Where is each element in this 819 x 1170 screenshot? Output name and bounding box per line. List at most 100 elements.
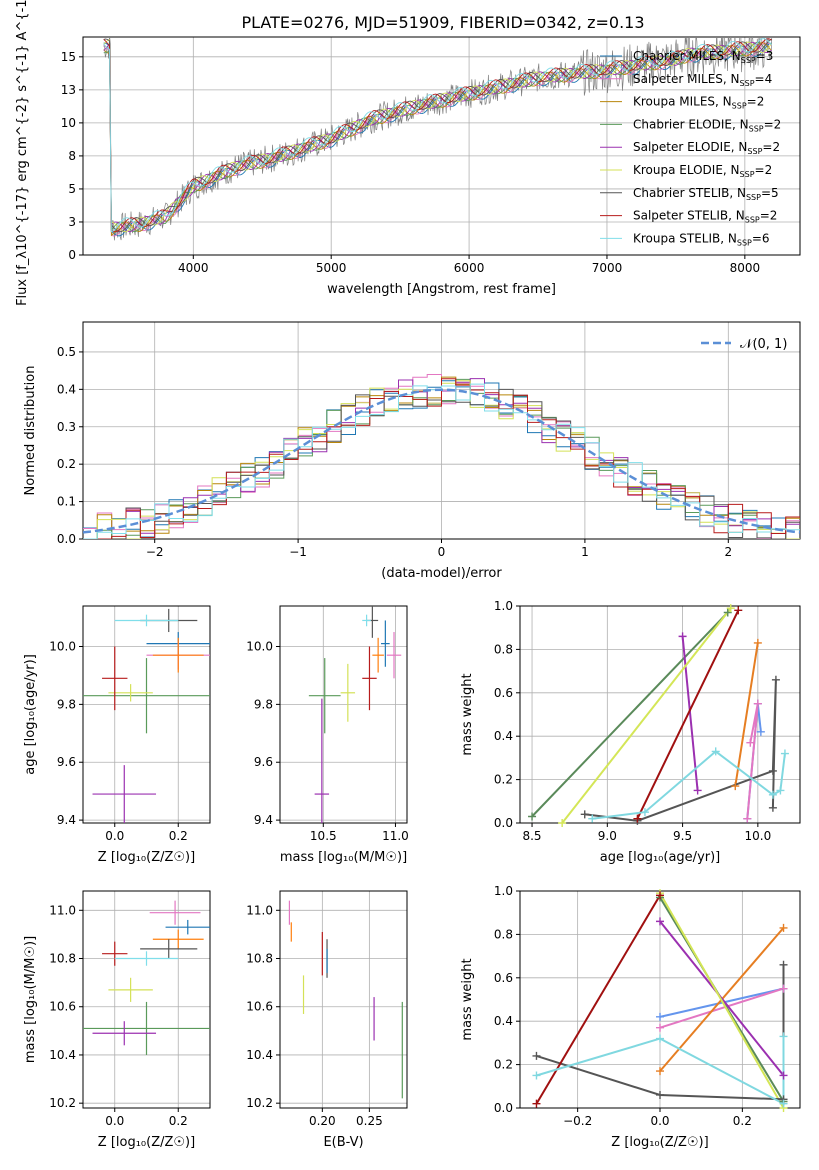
weight-marker	[771, 675, 780, 684]
mass-vs-Z-frame	[82, 890, 211, 1109]
weight-marker	[678, 632, 687, 641]
weight-marker	[779, 1099, 788, 1108]
legend-entry: Chabrier MILES, NSSP=3	[633, 49, 773, 65]
y-tick-label: 10.6	[49, 1000, 76, 1014]
x-axis-label: E(B-V)	[323, 1135, 363, 1150]
y-axis-label: mass [log₁₀(M/M☉)]	[23, 936, 38, 1063]
x-tick-label: −2	[146, 545, 164, 559]
spectrum-frame	[82, 36, 801, 256]
y-tick-label: 10.4	[49, 1048, 76, 1062]
x-tick-label: 0.25	[356, 1114, 383, 1128]
x-tick-label: 5000	[316, 261, 347, 275]
model-line	[103, 41, 772, 233]
weight-line	[659, 987, 784, 1018]
weight-marker	[743, 814, 752, 823]
x-axis-label: wavelength [Angstrom, rest frame]	[327, 282, 556, 297]
errorbar-point	[372, 637, 384, 673]
mass-weight-vs-Z-plot	[535, 892, 785, 1108]
weight-line	[584, 679, 777, 822]
y-tick-label: 8	[68, 149, 76, 163]
weight-line	[536, 1036, 785, 1106]
weight-line	[592, 750, 786, 820]
y-tick-label: 9.4	[57, 813, 76, 827]
legend-entry: Salpeter ELODIE, NSSP=2	[633, 140, 780, 156]
weight-marker	[734, 606, 743, 615]
y-tick-label: 1.0	[494, 599, 513, 613]
model-line	[103, 38, 772, 233]
y-tick-label: 10.8	[246, 952, 273, 966]
x-tick-label: 0.2	[733, 1114, 752, 1128]
legend-subscript: SSP	[737, 238, 752, 247]
model-line	[103, 38, 772, 233]
x-tick-label: 0.0	[105, 829, 124, 843]
errorbar-point	[362, 646, 377, 711]
legend-value: =2	[760, 209, 778, 223]
legend-value: =2	[755, 163, 773, 177]
legend-entry: 𝒩(0, 1)	[740, 337, 787, 352]
y-tick-label: 11.0	[246, 903, 273, 917]
weight-marker	[532, 1099, 541, 1108]
y-axis-label: Normed distribution	[23, 366, 38, 496]
age-vs-mass-axes: 10.5 11.0 9.4 9.6 9.8 10.0 mass [log₁₀(M/M☉)]	[246, 605, 409, 865]
legend-subscript: SSP	[740, 170, 755, 179]
y-tick-label: 15	[61, 50, 76, 64]
y-tick-label: 0.0	[494, 1101, 513, 1115]
y-tick-label: 0.6	[494, 686, 513, 700]
y-axis-label: age [log₁₀(age/yr)]	[23, 654, 38, 775]
y-tick-label: 0.4	[494, 729, 513, 743]
weight-line	[536, 964, 785, 1101]
y-tick-label: 0.3	[57, 420, 76, 434]
spectrum-plot	[103, 37, 773, 241]
weight-marker	[693, 786, 702, 795]
age-vs-Z-frame	[82, 605, 211, 824]
y-tick-label: 9.6	[254, 755, 273, 769]
mass-vs-Z-grid	[83, 891, 210, 1108]
weight-marker	[588, 814, 597, 823]
weight-line	[535, 894, 661, 1105]
weight-marker	[633, 814, 642, 823]
x-tick-label: −0.2	[563, 1114, 592, 1128]
x-tick-label: 10.5	[310, 829, 337, 843]
model-line	[103, 42, 772, 237]
weight-marker	[726, 604, 735, 613]
errorbar-point	[386, 632, 402, 679]
errorbar-point	[102, 646, 128, 711]
mass-vs-Z-axes: 0.0 0.2 10.2 10.4 10.6 10.8 11.0 Z [log₁₀(Z/Z☉)…	[23, 890, 211, 1150]
y-tick-label: 10.4	[246, 1048, 273, 1062]
errorbar-point	[114, 614, 179, 627]
weight-line	[636, 609, 740, 820]
legend-value: =2	[747, 95, 765, 109]
legend-subscript: SSP	[746, 193, 761, 202]
legend-value: =3	[756, 49, 774, 63]
errorbar-point	[92, 765, 157, 823]
y-tick-label: 9.4	[254, 813, 273, 827]
mass-vs-ebv-plot	[288, 900, 403, 1099]
x-tick-label: 1	[581, 545, 589, 559]
weight-marker	[746, 738, 755, 747]
x-tick-label: −1	[289, 545, 307, 559]
weight-marker	[711, 747, 720, 756]
x-tick-label: 8000	[730, 261, 761, 275]
y-tick-label: 0.0	[494, 816, 513, 830]
legend-value: =5	[761, 186, 779, 200]
x-tick-label: 9.0	[598, 829, 617, 843]
weight-marker	[528, 812, 537, 821]
weight-marker	[756, 727, 765, 736]
weight-marker	[731, 782, 740, 791]
errorbar-point	[308, 658, 341, 734]
y-tick-label: 10.0	[246, 640, 273, 654]
y-tick-label: 0.2	[57, 457, 76, 471]
y-tick-label: 0.6	[494, 971, 513, 985]
weight-marker	[656, 1090, 664, 1099]
legend-entry: Kroupa ELODIE, NSSP=2	[633, 163, 772, 179]
errorbar-point	[314, 698, 330, 823]
legend-subscript: SSP	[747, 147, 762, 156]
errorbar-point	[152, 929, 204, 949]
y-tick-label: 0.4	[57, 382, 76, 396]
age-vs-Z-plot	[83, 608, 210, 823]
y-tick-label: 13	[61, 83, 76, 97]
weight-marker	[779, 923, 788, 932]
errorbar-point	[140, 939, 198, 959]
errorbar-point	[83, 1001, 210, 1055]
